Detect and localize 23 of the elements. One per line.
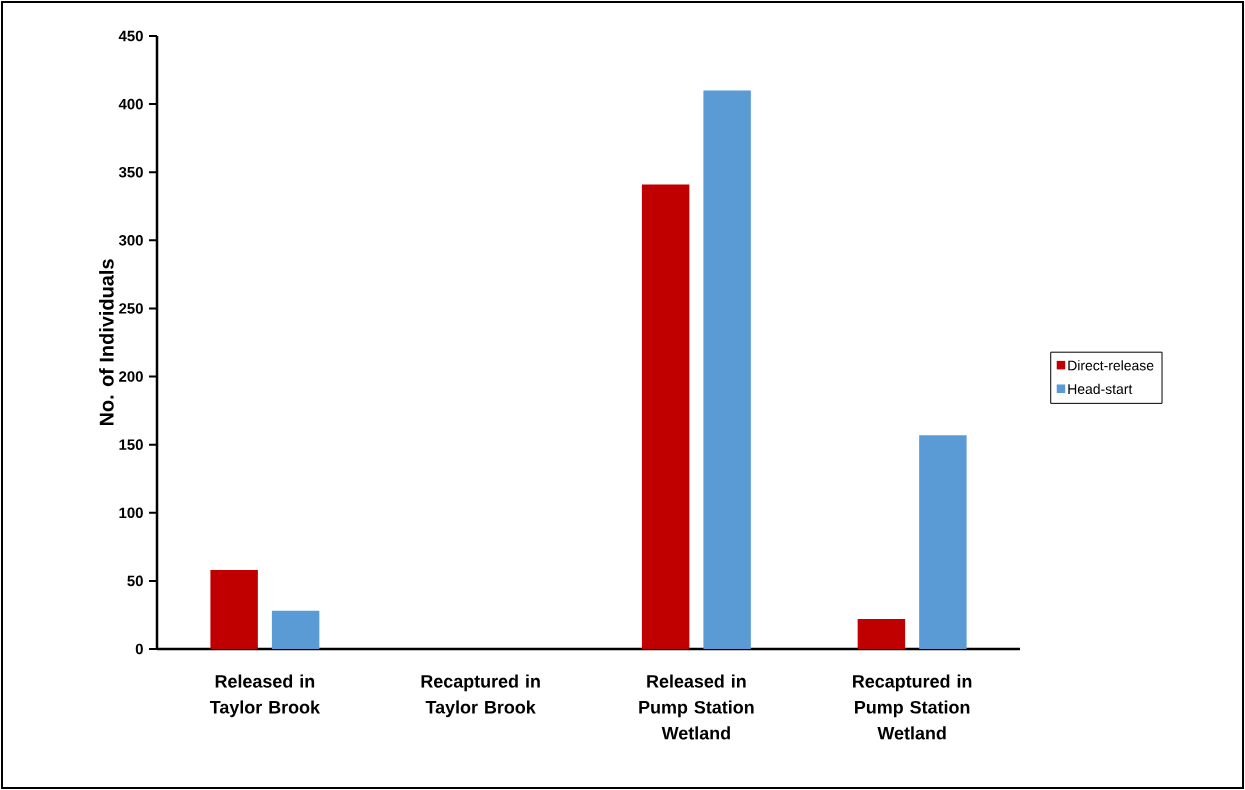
bar: [919, 435, 967, 649]
legend-label: Direct-release: [1068, 360, 1154, 371]
y-tick-label: 50: [127, 575, 143, 587]
y-tick-label: 100: [119, 507, 143, 519]
bar: [271, 610, 320, 649]
y-tick-label: 350: [118, 166, 143, 178]
y-tick-label: 250: [119, 303, 143, 314]
y-tick-label: 450: [118, 30, 143, 42]
bar: [641, 184, 690, 649]
y-axis-title: No. of Individuals: [99, 259, 114, 426]
x-tick-label: Released in Pump Station Wetland: [639, 674, 754, 740]
y-tick-label: 150: [119, 439, 143, 450]
legend-label: Head-start: [1068, 383, 1133, 395]
y-tick-label: 0: [135, 643, 143, 655]
x-tick-label: Released in Taylor Brook: [209, 674, 321, 718]
y-tick-label: 300: [118, 235, 143, 246]
bar: [703, 90, 751, 649]
y-tick-label: 200: [119, 371, 143, 382]
bar: [857, 619, 906, 649]
x-tick-label: Recaptured in Pump Station Wetland: [853, 674, 972, 740]
y-tick-label: 400: [118, 98, 143, 110]
x-tick-label: Recaptured in Taylor Brook: [421, 674, 540, 718]
bar: [210, 569, 258, 649]
